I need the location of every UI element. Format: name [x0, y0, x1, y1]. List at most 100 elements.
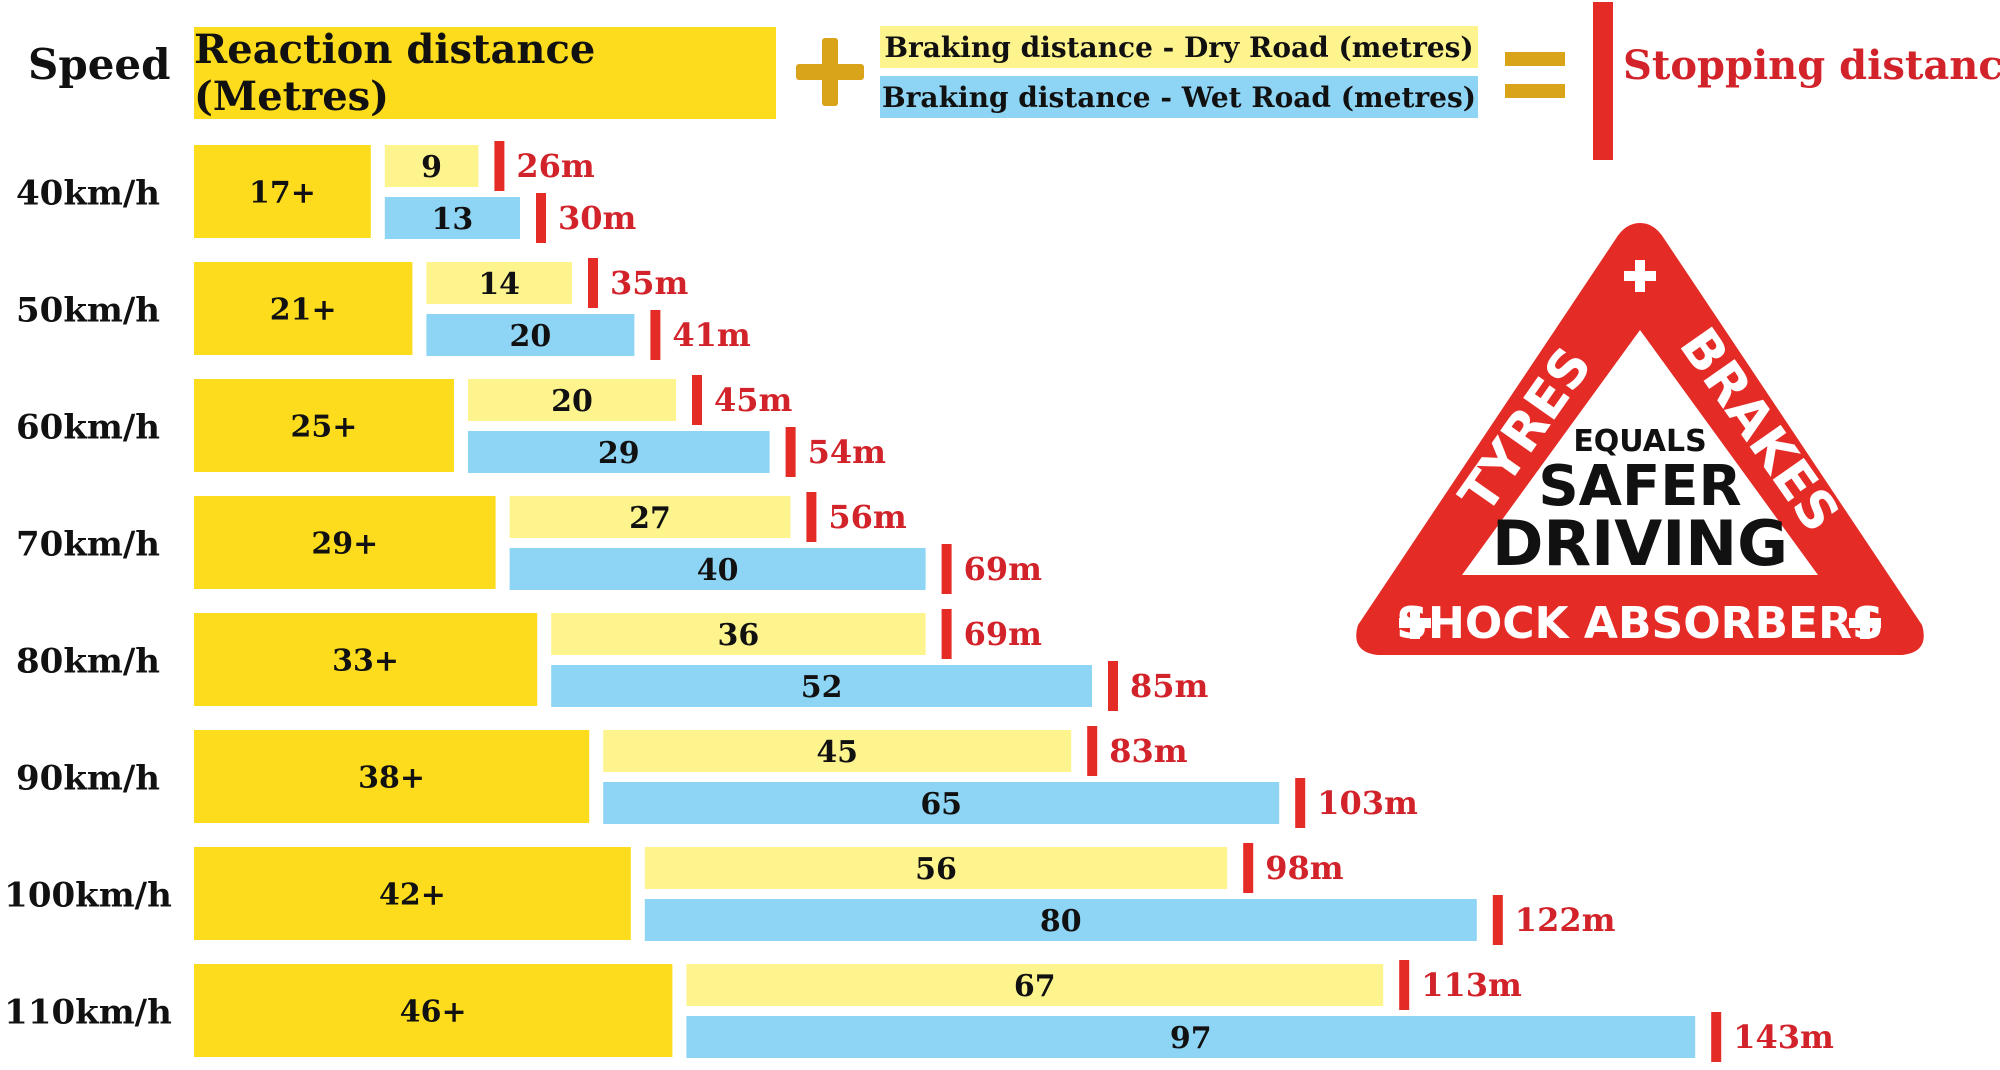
- reaction-value-label: 25+: [291, 410, 358, 445]
- wet-stopping-marker: [785, 427, 796, 477]
- dry-stopping-marker: [588, 258, 598, 308]
- dry-stopping-distance-label: 69m: [964, 615, 1043, 653]
- badge-triangle-inner: [1462, 330, 1818, 575]
- reaction-value-label: 29+: [311, 527, 378, 562]
- reaction-value-label: 46+: [400, 995, 467, 1030]
- speed-label: 40km/h: [16, 174, 160, 214]
- dry-braking-header: Braking distance - Dry Road (metres): [880, 26, 1478, 68]
- dry-braking-bar: [509, 496, 791, 538]
- badge-driving-text: DRIVING: [1492, 507, 1788, 580]
- stopping-distance-header: Stopping distance: [1623, 42, 2000, 89]
- reaction-value-label: 33+: [332, 644, 399, 679]
- wet-stopping-distance-label: 69m: [964, 550, 1043, 588]
- wet-stopping-distance-label: 103m: [1317, 784, 1418, 822]
- speed-label: 90km/h: [16, 759, 160, 799]
- wet-stopping-distance-label: 143m: [1733, 1018, 1834, 1056]
- speed-label: 80km/h: [16, 642, 160, 682]
- dry-braking-bar: [603, 730, 1072, 772]
- dry-braking-bar: [384, 145, 479, 187]
- dry-braking-value-label: 14: [478, 267, 520, 302]
- reaction-bar: [194, 964, 673, 1057]
- speed-label: 100km/h: [4, 876, 172, 916]
- wet-braking-bar: [426, 314, 635, 356]
- dry-stopping-distance-label: 26m: [516, 147, 595, 185]
- dry-stopping-marker: [1087, 726, 1098, 776]
- wet-stopping-marker: [536, 193, 546, 243]
- dry-stopping-marker: [941, 609, 952, 659]
- reaction-bar: [194, 145, 371, 238]
- badge-shock-absorbers-text: SHOCK ABSORBERS: [1396, 598, 1883, 649]
- dry-braking-bar: [468, 379, 676, 421]
- wet-stopping-marker: [1492, 895, 1503, 945]
- dry-braking-bar: [644, 847, 1228, 889]
- safer-driving-badge: TYRES BRAKES EQUALS SAFER DRIVING SHOCK …: [1356, 223, 1924, 655]
- reaction-bar: [194, 730, 590, 823]
- wet-braking-bar: [603, 782, 1280, 824]
- reaction-value-label: 42+: [379, 878, 446, 913]
- dry-stopping-distance-label: 35m: [610, 264, 689, 302]
- dry-stopping-marker: [692, 375, 702, 425]
- badge-equals-text: EQUALS: [1573, 424, 1706, 459]
- reaction-bar: [194, 847, 631, 940]
- reaction-value-label: 21+: [270, 293, 337, 328]
- dry-braking-bar: [426, 262, 572, 304]
- wet-braking-value-label: 13: [432, 202, 474, 237]
- dry-stopping-distance-label: 45m: [714, 381, 793, 419]
- reaction-value-label: 38+: [358, 761, 425, 796]
- dry-braking-value-label: 67: [1014, 969, 1056, 1004]
- reaction-bar: [194, 262, 413, 355]
- wet-braking-header: Braking distance - Wet Road (metres): [880, 76, 1478, 118]
- reaction-bar: [194, 496, 496, 589]
- wet-braking-value-label: 20: [510, 319, 552, 354]
- wet-stopping-distance-label: 41m: [672, 316, 751, 354]
- wet-stopping-marker: [941, 544, 952, 594]
- dry-stopping-distance-label: 83m: [1109, 732, 1188, 770]
- wet-stopping-distance-label: 85m: [1130, 667, 1209, 705]
- equals-sign-icon: [1505, 52, 1565, 66]
- reaction-bar: [194, 613, 538, 706]
- wet-braking-value-label: 80: [1040, 904, 1082, 939]
- wet-braking-bar: [551, 665, 1092, 707]
- wet-braking-value-label: 40: [697, 553, 739, 588]
- dry-stopping-marker: [806, 492, 817, 542]
- badge-plus-left-icon: [1399, 607, 1431, 639]
- dry-braking-value-label: 9: [421, 150, 442, 185]
- speed-label: 60km/h: [16, 408, 160, 448]
- reaction-bar: [194, 379, 454, 472]
- dry-braking-value-label: 20: [551, 384, 593, 419]
- badge-safer-text: SAFER: [1538, 454, 1741, 519]
- dry-stopping-distance-label: 56m: [828, 498, 907, 536]
- dry-stopping-marker: [1399, 960, 1410, 1010]
- wet-braking-value-label: 97: [1170, 1021, 1212, 1056]
- wet-braking-value-label: 65: [920, 787, 962, 822]
- wet-braking-bar: [686, 1016, 1696, 1058]
- wet-stopping-marker: [1711, 1012, 1722, 1062]
- stopping-distance-marker: [1593, 2, 1613, 160]
- reaction-value-label: 17+: [249, 176, 316, 211]
- plus-sign-icon-vertical: [822, 38, 838, 106]
- dry-stopping-distance-label: 113m: [1421, 966, 1522, 1004]
- wet-stopping-distance-label: 30m: [558, 199, 637, 237]
- wet-stopping-marker: [1108, 661, 1118, 711]
- wet-braking-bar: [384, 197, 520, 239]
- wet-stopping-distance-label: 54m: [808, 433, 887, 471]
- wet-braking-value-label: 52: [801, 670, 843, 705]
- badge-plus-top-icon: [1624, 260, 1656, 292]
- dry-stopping-distance-label: 98m: [1265, 849, 1344, 887]
- dry-braking-value-label: 56: [915, 852, 957, 887]
- dry-braking-value-label: 27: [629, 501, 671, 536]
- dry-stopping-marker: [494, 141, 505, 191]
- speed-label: 110km/h: [4, 993, 172, 1033]
- wet-stopping-distance-label: 122m: [1515, 901, 1616, 939]
- dry-braking-bar: [686, 964, 1384, 1006]
- wet-braking-bar: [509, 548, 926, 590]
- dry-braking-value-label: 45: [816, 735, 858, 770]
- badge-plus-right-icon: [1849, 607, 1881, 639]
- wet-braking-bar: [468, 431, 770, 473]
- wet-braking-value-label: 29: [598, 436, 640, 471]
- equals-sign-icon-lower: [1505, 84, 1565, 98]
- wet-stopping-marker: [1295, 778, 1306, 828]
- speed-label: 50km/h: [16, 291, 160, 331]
- speed-label: 70km/h: [16, 525, 160, 565]
